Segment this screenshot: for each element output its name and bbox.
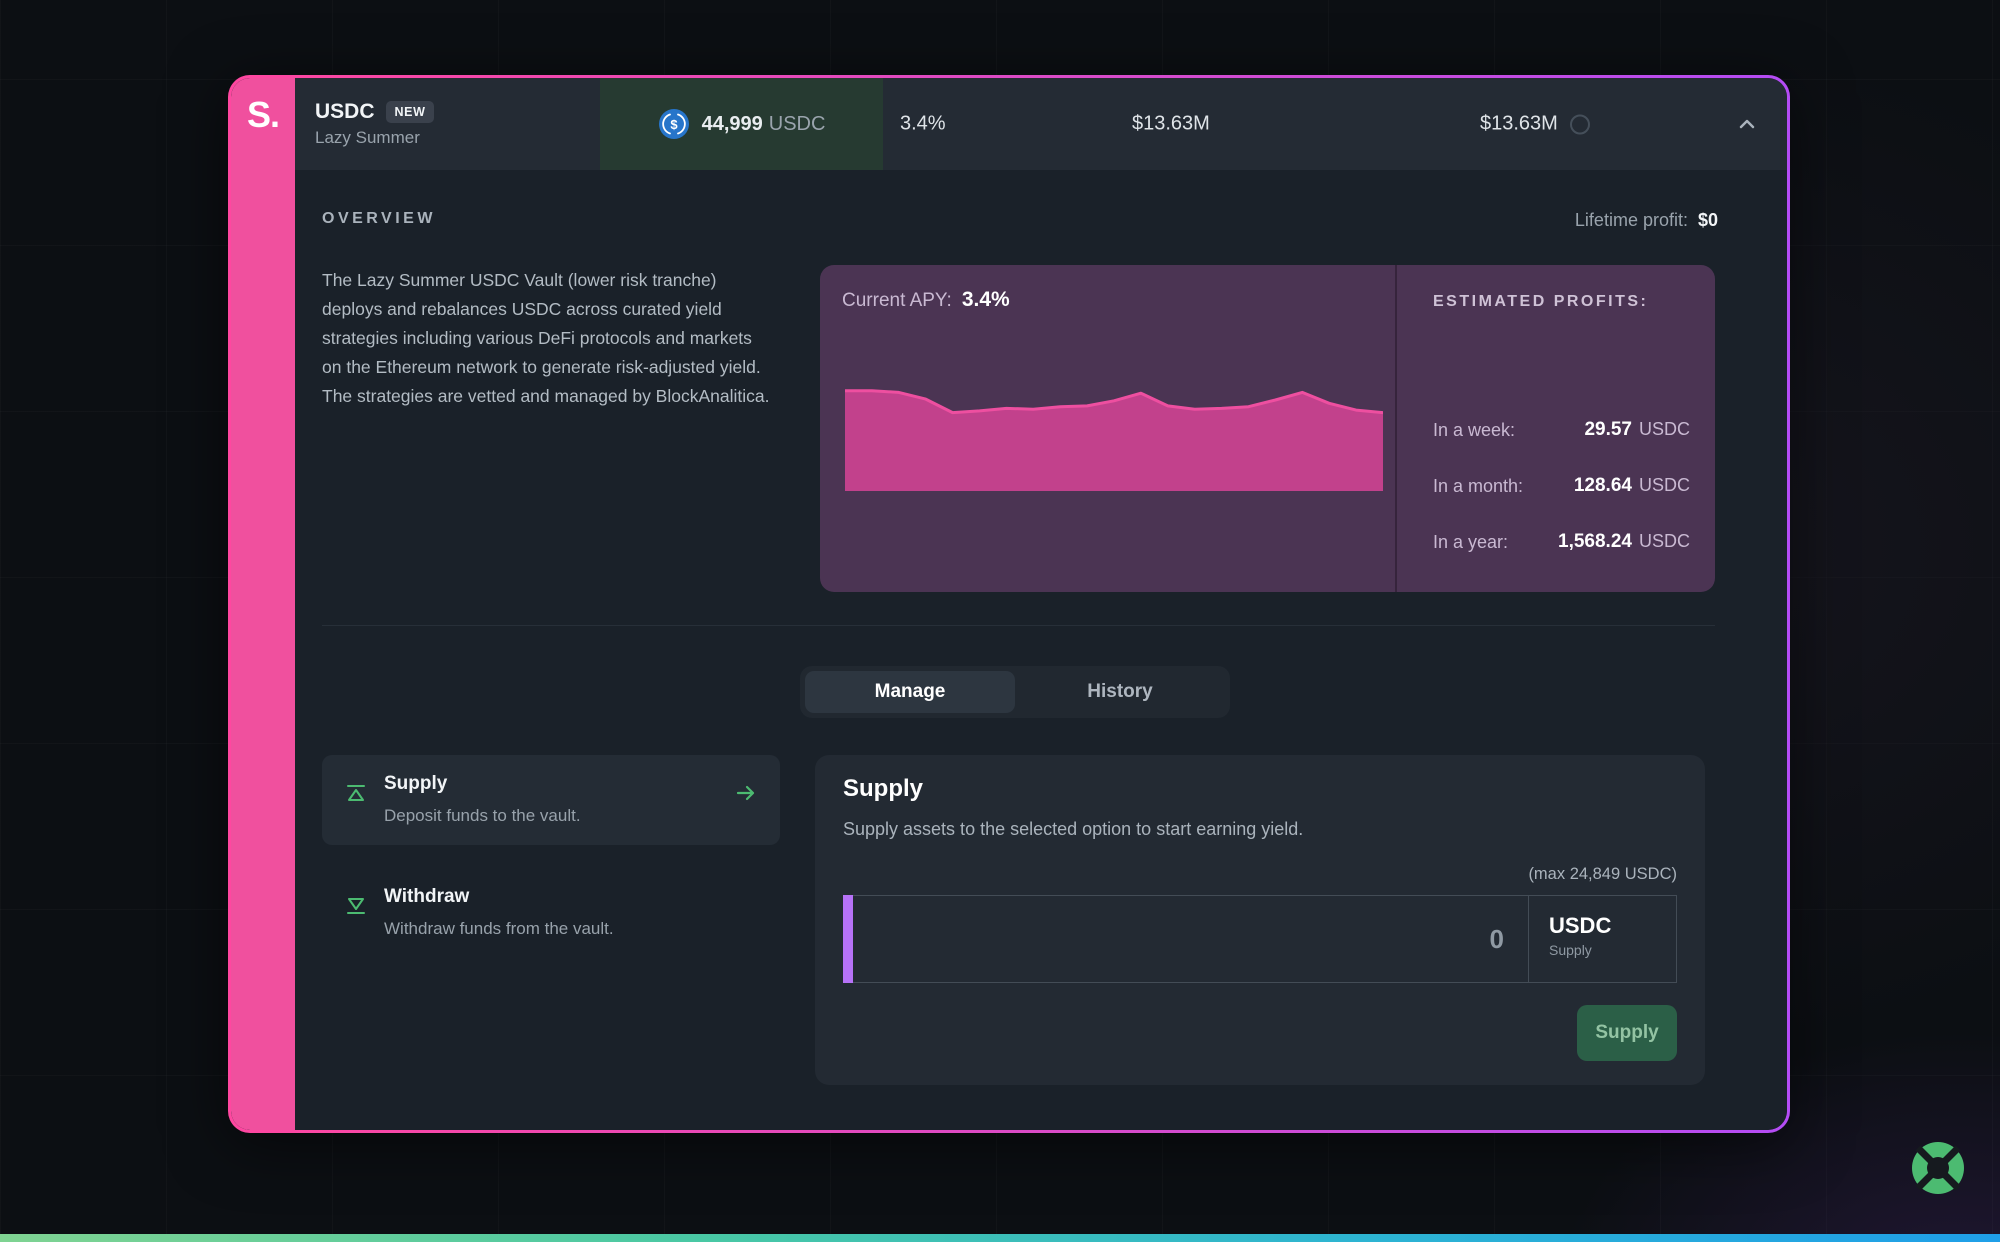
current-apy-value: 3.4% (961, 288, 1010, 311)
action-item-supply[interactable]: Supply Deposit funds to the vault. (322, 755, 780, 845)
deposit-cell: $ 44,999 USDC (600, 78, 883, 170)
header-tvl-value: $13.63M (1132, 112, 1210, 135)
lifetime-profit-value: $0 (1697, 210, 1718, 230)
input-accent-bar (843, 895, 853, 983)
vault-name: Lazy Summer (315, 128, 420, 147)
currency-selector[interactable]: USDC Supply (1528, 896, 1676, 982)
apy-area-chart (845, 389, 1383, 491)
profit-month-label: In a month: (1433, 475, 1524, 496)
header-cap-cell: $13.63M (1480, 113, 1590, 136)
deposit-token: USDC (768, 112, 826, 135)
estimated-profits-title: ESTIMATED PROFITS: (1433, 293, 1649, 310)
vault-description: The Lazy Summer USDC Vault (lower risk t… (322, 270, 770, 406)
arrow-right-icon[interactable] (734, 781, 758, 805)
supply-form-subtitle: Supply assets to the selected option to … (843, 819, 1304, 839)
profit-month-value: 128.64 (1573, 475, 1632, 496)
profit-week-value: 29.57 (1584, 419, 1632, 440)
lifetime-profit: Lifetime profit: $0 (1575, 210, 1718, 231)
withdraw-action-description: Withdraw funds from the vault. (384, 919, 614, 938)
action-item-withdraw[interactable]: Withdraw Withdraw funds from the vault. (322, 868, 780, 958)
profit-year-unit: USDC (1638, 531, 1690, 551)
lifetime-profit-label: Lifetime profit: (1574, 210, 1688, 230)
svg-text:$: $ (670, 117, 678, 132)
usdc-icon: $ (658, 109, 689, 139)
profit-row-week: In a week: 29.57 USDC (1433, 415, 1690, 445)
profit-row-month: In a month: 128.64 USDC (1433, 471, 1690, 501)
manage-history-tabs: Manage History (800, 666, 1230, 718)
supply-amount-input[interactable] (853, 896, 1528, 982)
help-lifering-button[interactable] (1908, 1138, 1968, 1198)
profit-row-year: In a year: 1,568.24 USDC (1433, 527, 1690, 557)
vault-token-title: USDC (315, 100, 375, 123)
header-apy-value: 3.4% (900, 112, 946, 135)
overview-section-label: OVERVIEW (322, 210, 436, 227)
current-apy-caption: Current APY: 3.4% (842, 288, 1010, 312)
apy-panel: Current APY: 3.4% ESTIMATED PROFITS: In … (820, 265, 1715, 592)
supply-form-panel: Supply Supply assets to the selected opt… (815, 755, 1705, 1085)
currency-action-sub: Supply (1549, 942, 1592, 958)
profit-month-unit: USDC (1638, 475, 1690, 495)
supply-action-title: Supply (384, 773, 448, 794)
new-badge: NEW (385, 101, 435, 123)
bottom-gradient-bar (0, 1234, 2000, 1242)
supply-action-description: Deposit funds to the vault. (384, 806, 581, 825)
tab-manage[interactable]: Manage (805, 671, 1015, 713)
header-cap-value: $13.63M (1480, 112, 1558, 135)
withdraw-icon (347, 898, 365, 914)
withdraw-action-title: Withdraw (384, 886, 470, 907)
supply-form-title: Supply (843, 775, 924, 802)
summer-logo: S. (246, 94, 280, 135)
vault-body: OVERVIEW Lifetime profit: $0 The Lazy Su… (295, 170, 1787, 1130)
vault-header-row[interactable]: USDC NEW Lazy Summer $ 44,999 USDC (295, 78, 1787, 170)
vault-title-block: USDC NEW Lazy Summer (315, 100, 435, 148)
current-apy-label: Current APY: (842, 290, 952, 311)
profit-week-label: In a week: (1433, 419, 1516, 440)
supply-deposit-icon (347, 785, 365, 801)
profit-year-value: 1,568.24 (1558, 531, 1632, 552)
tab-history[interactable]: History (1087, 681, 1153, 702)
profit-year-label: In a year: (1433, 531, 1509, 552)
deposit-amount: 44,999 (701, 112, 763, 135)
brand-rail: S. (231, 78, 295, 1130)
collapse-chevron-icon[interactable] (1735, 112, 1759, 136)
vault-card: S. USDC NEW Lazy Summer (228, 75, 1790, 1133)
currency-token: USDC (1549, 913, 1612, 938)
max-amount-note: (max 24,849 USDC) (1528, 865, 1677, 883)
profit-week-unit: USDC (1638, 419, 1690, 439)
amount-input-row: USDC Supply (843, 895, 1677, 983)
supply-submit-button[interactable]: Supply (1577, 1005, 1677, 1061)
section-divider (322, 625, 1715, 626)
panel-divider (1395, 265, 1397, 592)
estimated-profits-section: ESTIMATED PROFITS: In a week: 29.57 USDC… (1397, 265, 1715, 592)
cap-progress-ring-icon (1569, 114, 1590, 134)
